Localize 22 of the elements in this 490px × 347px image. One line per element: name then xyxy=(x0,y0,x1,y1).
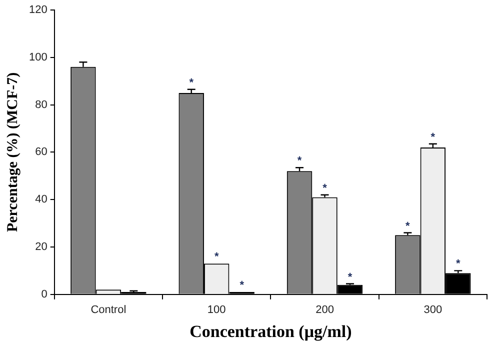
y-tick-label: 40 xyxy=(35,194,48,206)
data-label: * xyxy=(240,280,245,292)
data-label: * xyxy=(189,76,194,89)
data-label: * xyxy=(430,131,436,144)
data-label: * xyxy=(322,182,328,194)
x-axis-title: Concentration (μg/ml) xyxy=(190,322,352,342)
data-label: * xyxy=(406,220,411,232)
data-label: * xyxy=(214,251,220,264)
y-tick-label: 0 xyxy=(41,288,48,300)
x-tick-label: 300 xyxy=(424,304,442,316)
y-tick-label: 80 xyxy=(35,98,48,111)
data-label: * xyxy=(348,271,353,284)
y-tick-label: 120 xyxy=(28,4,48,16)
y-tick-label: 60 xyxy=(35,146,48,158)
x-tick-label: 200 xyxy=(316,304,334,316)
y-tick-label: 100 xyxy=(28,51,48,64)
x-tick-label: Control xyxy=(90,304,126,316)
y-axis-title: Percentage (%) (MCF-7) xyxy=(4,72,21,232)
data-label: * xyxy=(456,258,462,270)
y-tick-label: 20 xyxy=(35,241,48,254)
x-tick-label: 100 xyxy=(207,304,226,316)
data-label: * xyxy=(297,155,302,168)
